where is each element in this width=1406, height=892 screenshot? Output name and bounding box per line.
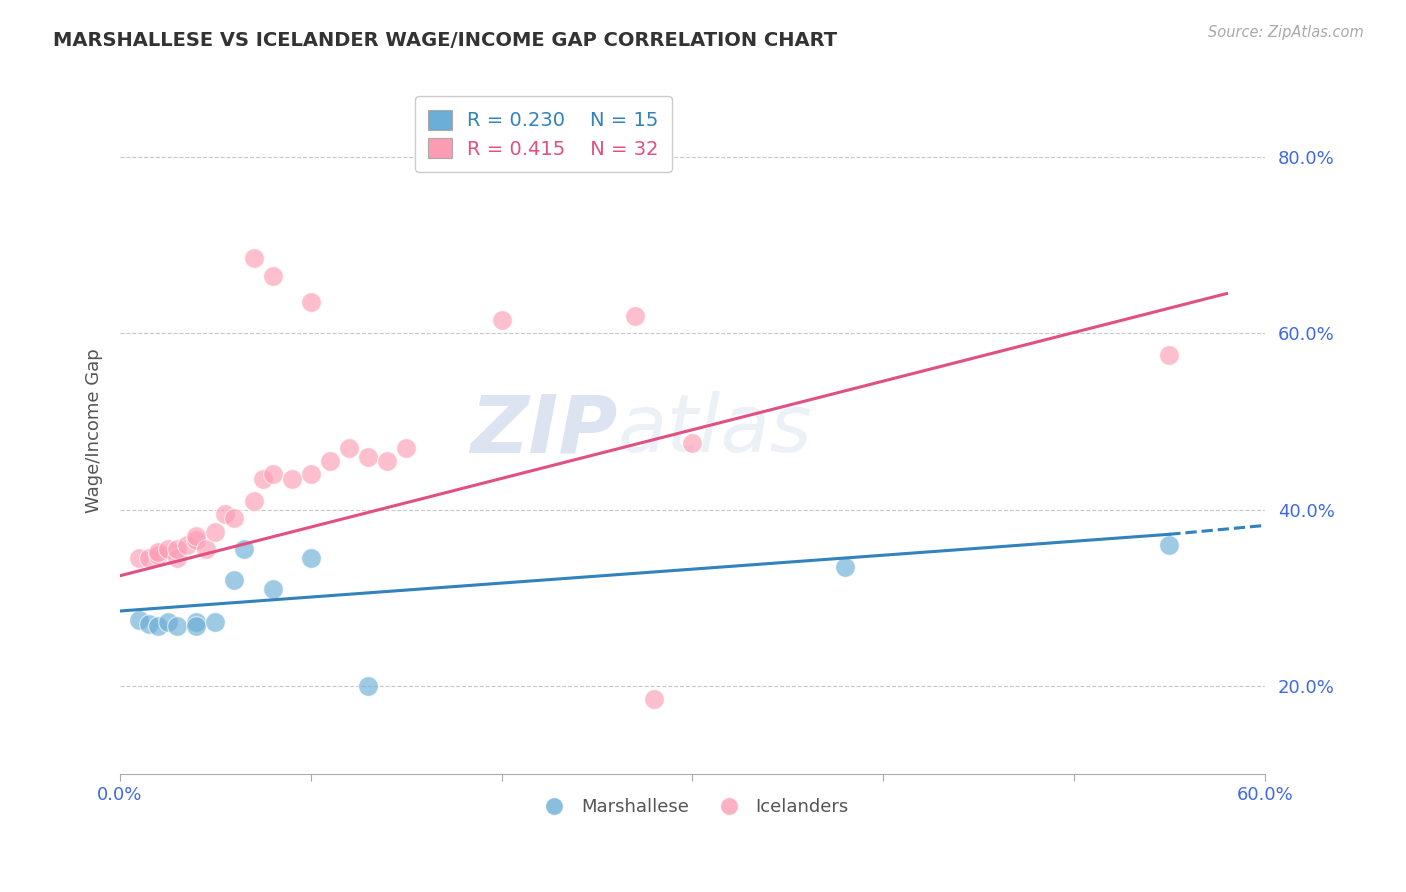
Text: Source: ZipAtlas.com: Source: ZipAtlas.com [1208, 25, 1364, 40]
Text: atlas: atlas [617, 392, 813, 469]
Legend: Marshallese, Icelanders: Marshallese, Icelanders [529, 791, 856, 823]
Point [262, 582, 284, 596]
Point [166, 542, 188, 557]
Point [186, 615, 208, 630]
Text: ZIP: ZIP [471, 392, 617, 469]
Point [681, 436, 703, 450]
Point [233, 542, 256, 557]
Point [194, 542, 217, 557]
Point [1159, 538, 1181, 552]
Point [166, 619, 188, 633]
Point [337, 441, 360, 455]
Point [1159, 348, 1181, 362]
Point [224, 511, 246, 525]
Point [214, 507, 236, 521]
Point [262, 467, 284, 482]
Point [299, 295, 322, 310]
Point [186, 619, 208, 633]
Point [357, 450, 380, 464]
Point [491, 313, 513, 327]
Point [375, 454, 398, 468]
Point [299, 551, 322, 566]
Text: MARSHALLESE VS ICELANDER WAGE/INCOME GAP CORRELATION CHART: MARSHALLESE VS ICELANDER WAGE/INCOME GAP… [53, 31, 838, 50]
Point [299, 467, 322, 482]
Point [156, 542, 179, 557]
Point [176, 538, 198, 552]
Point [138, 551, 160, 566]
Point [146, 619, 169, 633]
Point [834, 560, 856, 574]
Point [242, 493, 264, 508]
Point [319, 454, 342, 468]
Point [224, 573, 246, 587]
Point [204, 615, 226, 630]
Point [138, 617, 160, 632]
Point [204, 524, 226, 539]
Point [186, 529, 208, 543]
Point [624, 309, 647, 323]
Point [166, 551, 188, 566]
Point [252, 472, 274, 486]
Point [262, 268, 284, 283]
Y-axis label: Wage/Income Gap: Wage/Income Gap [86, 348, 103, 513]
Point [128, 613, 150, 627]
Point [242, 252, 264, 266]
Point [156, 615, 179, 630]
Point [643, 692, 665, 706]
Point [395, 441, 418, 455]
Point [146, 545, 169, 559]
Point [128, 551, 150, 566]
Point [146, 549, 169, 563]
Point [280, 472, 302, 486]
Point [186, 533, 208, 548]
Point [357, 679, 380, 693]
